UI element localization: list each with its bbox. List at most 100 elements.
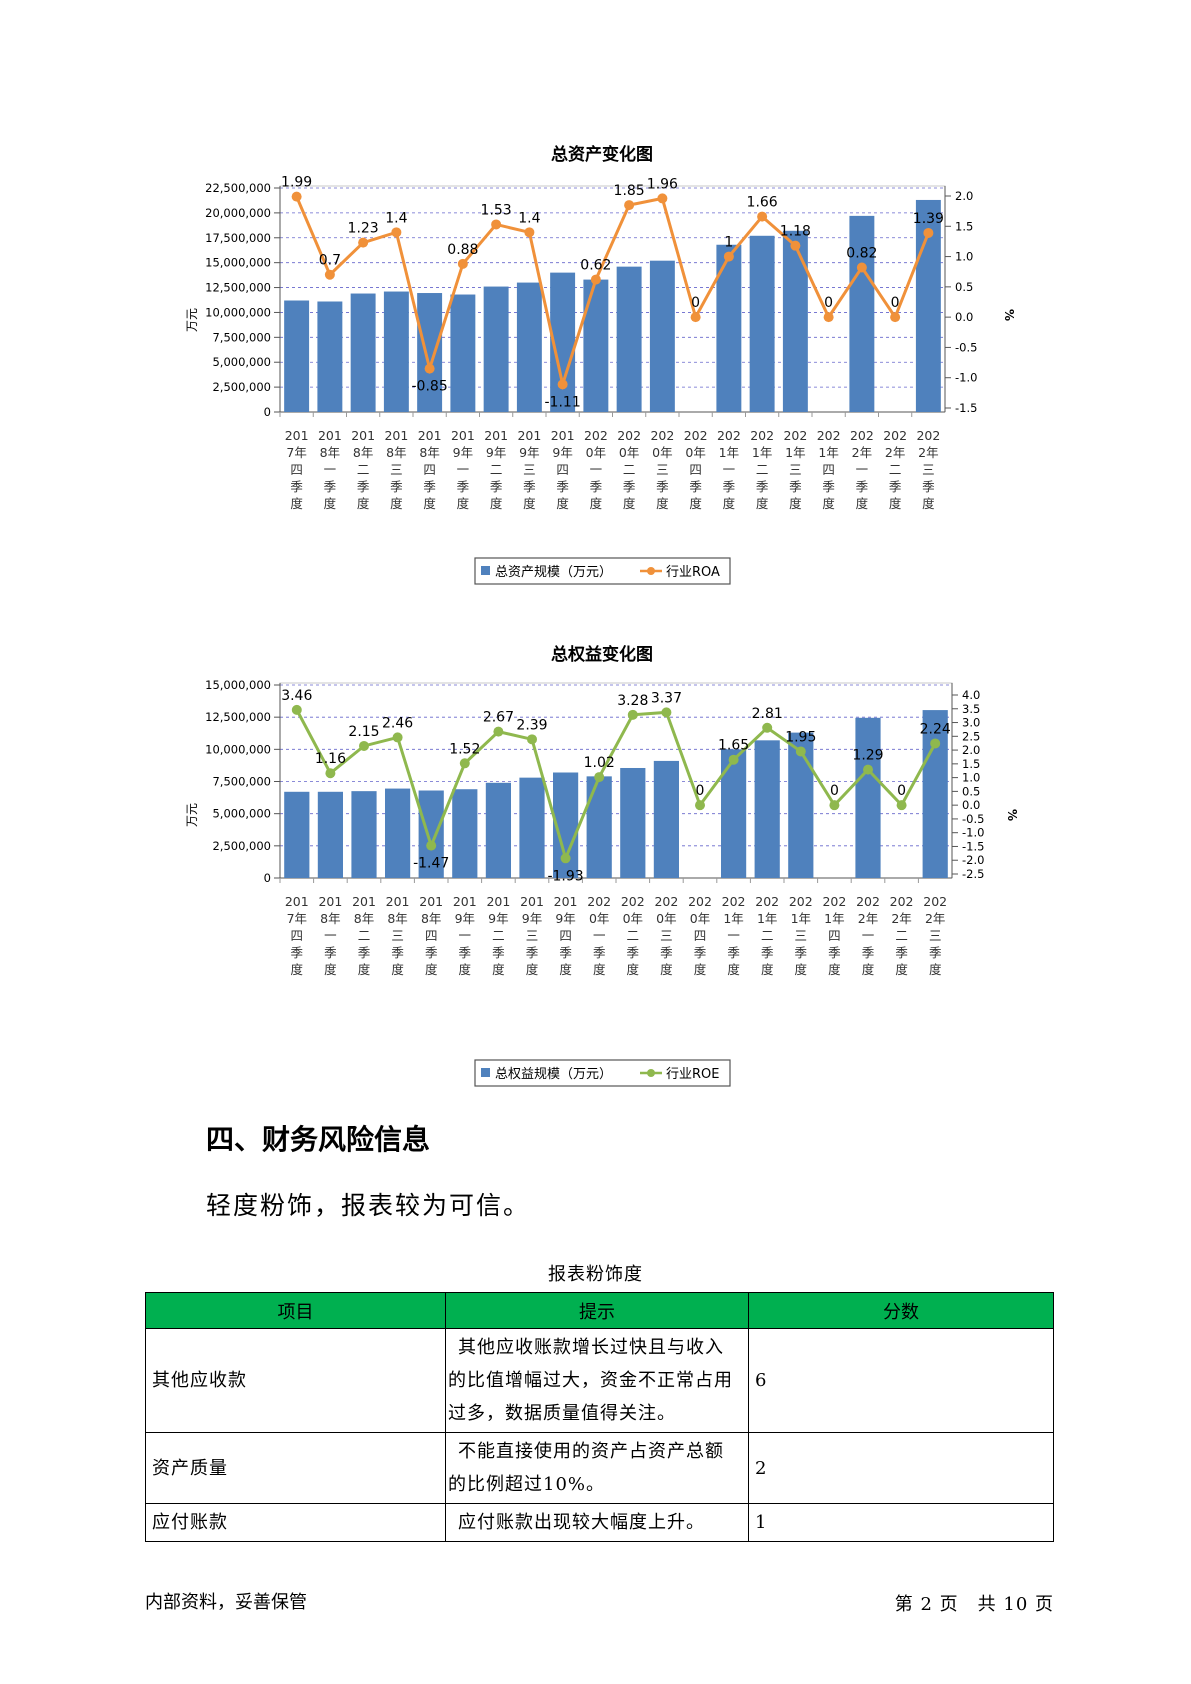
assets-plot-frame bbox=[279, 185, 946, 413]
assets-x-tick-label: 201 9年四季度 bbox=[551, 428, 575, 511]
equity-x-tick-label: 201 8年二季度 bbox=[352, 894, 376, 977]
assets-x-tick-label: 202 1年一季度 bbox=[717, 428, 741, 511]
assets-data-label: 1.39 bbox=[913, 211, 944, 227]
assets-x-tick-label: 202 0年二季度 bbox=[617, 428, 641, 511]
equity-line-point bbox=[594, 772, 605, 783]
assets-data-label: 0 bbox=[691, 295, 700, 311]
assets-bar bbox=[616, 266, 642, 412]
assets-line-point bbox=[391, 227, 402, 238]
assets-line-point bbox=[590, 274, 601, 285]
assets-line-point bbox=[291, 191, 302, 202]
equity-right-tick-label: -0.5 bbox=[962, 812, 984, 826]
equity-x-tick-label: 202 0年四季度 bbox=[688, 894, 712, 977]
table-header-row: 项目 提示 分数 bbox=[145, 1292, 1054, 1329]
equity-right-tick-label: 0.5 bbox=[962, 784, 980, 798]
assets-bar bbox=[284, 300, 310, 412]
equity-data-label: -1.47 bbox=[413, 856, 449, 872]
assets-x-tick-label: 202 1年二季度 bbox=[750, 428, 774, 511]
equity-legend-bar-label: 总权益规模（万元） bbox=[495, 1066, 612, 1082]
equity-line-point bbox=[325, 768, 336, 779]
equity-chart-title: 总权益变化图 bbox=[551, 644, 653, 665]
assets-left-tick-label: 12,500,000 bbox=[205, 281, 271, 295]
equity-x-tick-label: 202 2年三季度 bbox=[923, 894, 947, 977]
assets-bar bbox=[649, 260, 675, 412]
footer-page-number: 第 2 页 共 10 页 bbox=[894, 1594, 1054, 1615]
assets-x-tick-label: 201 9年一季度 bbox=[451, 428, 475, 511]
risk-table: 项目 提示 分数 其他应收款 其他应收账款增长过快且与收入的比值增幅过大，资金不… bbox=[145, 1292, 1054, 1542]
table-header-item: 项目 bbox=[145, 1292, 446, 1329]
table-cell-hint: 其他应收账款增长过快且与收入的比值增幅过大，资金不正常占用过多，数据质量值得关注… bbox=[445, 1328, 749, 1433]
assets-x-tick-label: 201 8年一季度 bbox=[318, 428, 342, 511]
equity-plot: 0 2,500,000 5,000,000 7,500,000 10,000,000 12… bbox=[205, 678, 984, 977]
assets-data-label: 1 bbox=[724, 235, 733, 251]
equity-line-point bbox=[863, 764, 873, 775]
equity-right-tick-label: 2.5 bbox=[962, 729, 980, 743]
assets-legend-line-label: 行业ROA bbox=[666, 565, 720, 580]
assets-bar bbox=[383, 291, 409, 412]
assets-line-point bbox=[324, 269, 335, 280]
equity-bar bbox=[788, 732, 814, 878]
assets-left-tick-label: 20,000,000 bbox=[205, 206, 271, 220]
assets-left-tick-label: 22,500,000 bbox=[205, 181, 271, 195]
assets-data-label: 0.88 bbox=[447, 242, 478, 258]
equity-plot-frame bbox=[279, 682, 953, 879]
equity-left-tick-label: 7,500,000 bbox=[212, 775, 271, 789]
equity-legend-line-label: 行业ROE bbox=[666, 1067, 719, 1082]
equity-x-tick-label: 202 2年一季度 bbox=[856, 894, 880, 977]
equity-data-label: 1.52 bbox=[449, 741, 480, 757]
equity-x-tick-label: 202 1年三季度 bbox=[789, 894, 813, 977]
equity-x-tick-label: 201 9年一季度 bbox=[453, 894, 477, 977]
assets-bar bbox=[749, 235, 775, 412]
equity-chart: 总权益变化图 万元 % 0 2,500,000 5,000,000 7,500,000… bbox=[0, 640, 1191, 1100]
assets-line-point bbox=[890, 312, 901, 323]
equity-right-tick-label: 1.0 bbox=[962, 771, 980, 785]
assets-line-series bbox=[295, 196, 930, 391]
assets-right-tick-label: 2.0 bbox=[955, 189, 973, 203]
equity-data-label: 1.95 bbox=[785, 729, 816, 745]
equity-left-tick-label: 10,000,000 bbox=[205, 742, 271, 756]
assets-data-label: -1.11 bbox=[545, 394, 581, 410]
equity-bar bbox=[452, 789, 478, 878]
equity-data-label: -1.93 bbox=[547, 868, 583, 884]
equity-bar bbox=[284, 791, 310, 878]
table-cell-item: 其他应收款 bbox=[145, 1328, 446, 1433]
assets-x-tick-label: 202 1年三季度 bbox=[783, 428, 807, 511]
equity-right-tick-label: 4.0 bbox=[962, 688, 980, 702]
assets-left-axis-label: 万元 bbox=[185, 308, 199, 332]
equity-line-point bbox=[795, 746, 806, 757]
section-text: 轻度粉饰，报表较为可信。 bbox=[206, 1191, 531, 1220]
equity-right-tick-label: -1.5 bbox=[962, 839, 984, 853]
assets-legend: 总资产规模（万元） 行业ROA bbox=[474, 557, 731, 585]
assets-right-tick-label: 0.0 bbox=[955, 310, 973, 324]
assets-bar bbox=[583, 279, 609, 412]
assets-data-label: 0 bbox=[891, 295, 900, 311]
equity-line-point bbox=[896, 800, 907, 811]
assets-left-tick-label: 5,000,000 bbox=[212, 355, 271, 369]
assets-line-point bbox=[723, 251, 734, 262]
assets-data-label: 1.4 bbox=[518, 210, 540, 226]
assets-data-label: 1.18 bbox=[780, 224, 811, 240]
equity-line-point bbox=[527, 734, 537, 745]
assets-bar bbox=[782, 230, 808, 412]
assets-x-tick-label: 202 0年一季度 bbox=[584, 428, 608, 511]
assets-x-tick-label: 201 8年四季度 bbox=[418, 428, 442, 511]
equity-x-tick-label: 201 9年四季度 bbox=[554, 894, 578, 977]
assets-line-point bbox=[524, 227, 535, 238]
equity-line-point bbox=[930, 738, 941, 749]
equity-data-label: 0 bbox=[830, 783, 839, 799]
equity-line-point bbox=[829, 800, 840, 811]
equity-bar bbox=[385, 788, 411, 878]
assets-x-tick-label: 202 2年一季度 bbox=[850, 428, 874, 511]
assets-bar bbox=[317, 301, 343, 412]
equity-left-tick-label: 12,500,000 bbox=[205, 710, 271, 724]
assets-line-point bbox=[657, 193, 668, 204]
table-row: 资产质量 不能直接使用的资产占资产总额的比例超过10%。 2 bbox=[145, 1432, 1054, 1504]
equity-left-tick-label: 15,000,000 bbox=[205, 678, 271, 692]
equity-line-point bbox=[661, 707, 672, 718]
assets-x-tick-label: 201 9年三季度 bbox=[517, 428, 541, 511]
table-caption: 报表粉饰度 bbox=[548, 1264, 643, 1285]
equity-right-tick-label: 1.5 bbox=[962, 757, 980, 771]
equity-x-tick-label: 202 0年二季度 bbox=[621, 894, 645, 977]
equity-legend: 总权益规模（万元） 行业ROE bbox=[474, 1059, 731, 1087]
equity-line-point bbox=[493, 726, 504, 737]
